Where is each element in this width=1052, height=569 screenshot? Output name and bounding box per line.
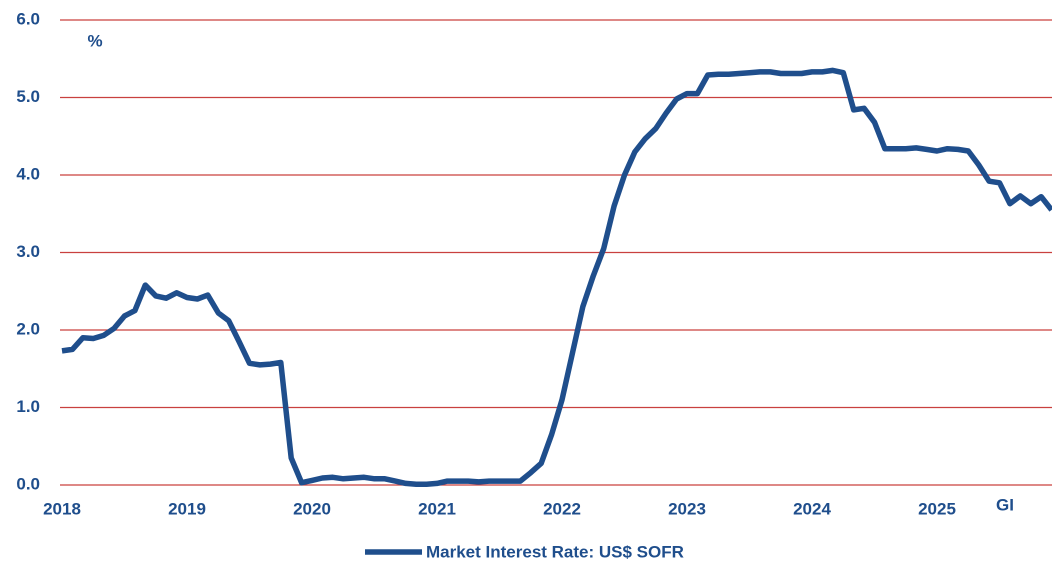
x-tick-label: 2022 <box>543 499 581 518</box>
x-tick-label: 2025 <box>918 499 956 518</box>
y-tick-label: 2.0 <box>16 319 40 338</box>
x-tick-label: 2018 <box>43 499 81 518</box>
y-unit-label: % <box>87 31 102 50</box>
source-note: GI <box>996 495 1014 514</box>
x-tick-label: 2020 <box>293 499 331 518</box>
y-tick-label: 3.0 <box>16 242 40 261</box>
x-tick-label: 2023 <box>668 499 706 518</box>
legend-label: Market Interest Rate: US$ SOFR <box>426 542 684 561</box>
y-tick-label: 5.0 <box>16 87 40 106</box>
y-tick-label: 4.0 <box>16 164 40 183</box>
y-tick-label: 0.0 <box>16 474 40 493</box>
x-tick-label: 2021 <box>418 499 456 518</box>
x-tick-label: 2024 <box>793 499 831 518</box>
line-series <box>61 67 1052 487</box>
y-tick-label: 6.0 <box>16 9 40 28</box>
x-tick-label: 2019 <box>168 499 206 518</box>
y-tick-label: 1.0 <box>16 397 40 416</box>
